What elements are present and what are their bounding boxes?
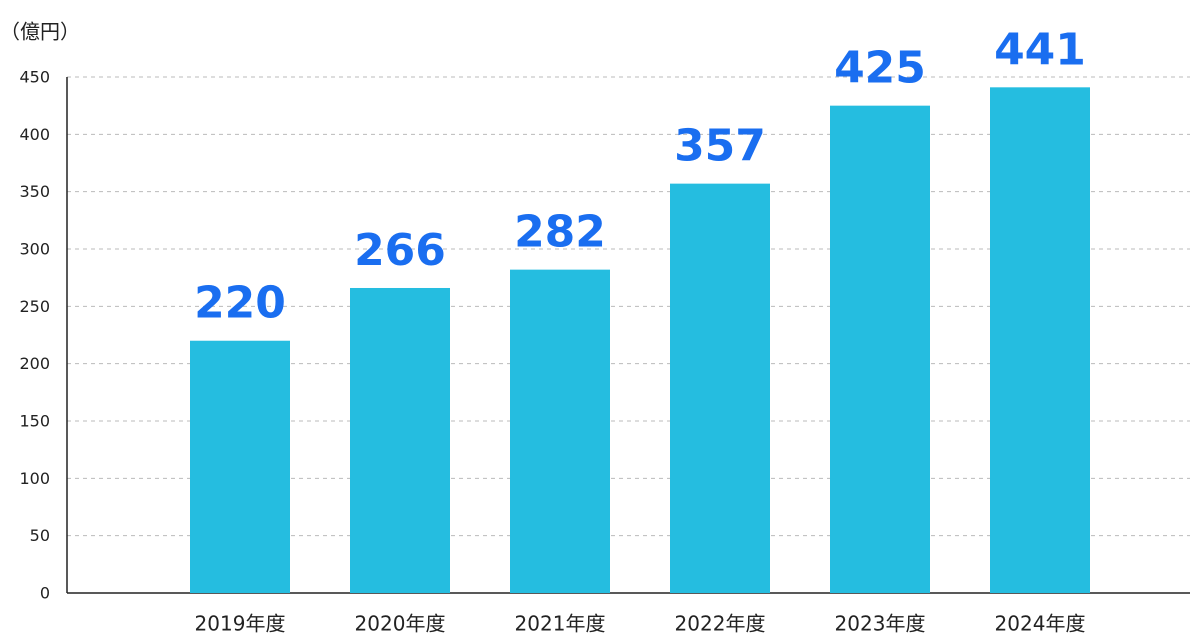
- y-tick-label: 450: [19, 68, 50, 87]
- y-tick-label: 100: [19, 469, 50, 488]
- y-tick-label: 50: [30, 526, 50, 545]
- bar: [510, 269, 610, 593]
- value-label: 425: [834, 43, 926, 94]
- x-tick-label: 2019年度: [195, 612, 286, 636]
- bar: [830, 105, 930, 594]
- x-tick-label: 2021年度: [515, 612, 606, 636]
- x-tick-label: 2023年度: [835, 612, 926, 636]
- x-tick-label: 2024年度: [995, 612, 1086, 636]
- y-tick-label: 300: [19, 240, 50, 259]
- y-tick-label: 250: [19, 297, 50, 316]
- value-label: 220: [194, 278, 286, 329]
- value-label: 441: [994, 24, 1086, 75]
- bar: [350, 287, 450, 593]
- value-label: 266: [354, 225, 446, 276]
- value-label: 357: [674, 121, 766, 172]
- bar: [670, 183, 770, 593]
- x-tick-label: 2020年度: [355, 612, 446, 636]
- x-tick-label: 2022年度: [675, 612, 766, 636]
- y-tick-label: 150: [19, 412, 50, 431]
- y-tick-label: 400: [19, 125, 50, 144]
- y-axis-unit: （億円）: [0, 20, 80, 44]
- bar: [990, 87, 1090, 593]
- y-tick-label: 200: [19, 354, 50, 373]
- value-label: 282: [514, 207, 606, 258]
- bar: [190, 340, 290, 593]
- y-tick-label: 0: [40, 584, 50, 603]
- y-tick-label: 350: [19, 182, 50, 201]
